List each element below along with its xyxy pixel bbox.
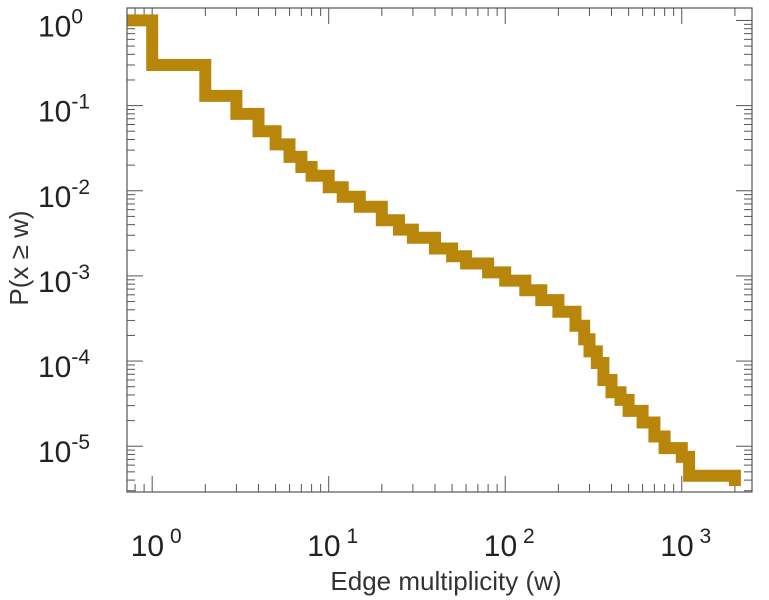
x-tick-label: 10 3: [660, 525, 711, 563]
plot-border: [126, 7, 753, 493]
plot-frame: [126, 7, 753, 493]
x-tick-label: 10 2: [484, 525, 535, 563]
x-axis-title: Edge multiplicity (w): [330, 566, 561, 596]
x-tick-label: 10 0: [131, 525, 182, 563]
x-tick-label: 10 1: [307, 525, 358, 563]
data-series-line: [127, 14, 741, 487]
axes: [127, 8, 752, 492]
data-series: [127, 14, 741, 487]
y-tick-label: 10-5: [38, 431, 90, 469]
y-axis-title: P(x ≥ w): [4, 210, 34, 305]
y-tick-label: 10-3: [38, 261, 90, 299]
y-tick-label: 10-4: [38, 346, 90, 384]
tick-labels: 10 0 10 1 10 2 10 3 100 10-1 10-2 10-3 10-4 10-5: [38, 5, 711, 563]
y-tick-label: 10-1: [38, 91, 90, 129]
y-tick-label: 100: [38, 5, 83, 43]
y-tick-label: 10-2: [38, 176, 90, 214]
